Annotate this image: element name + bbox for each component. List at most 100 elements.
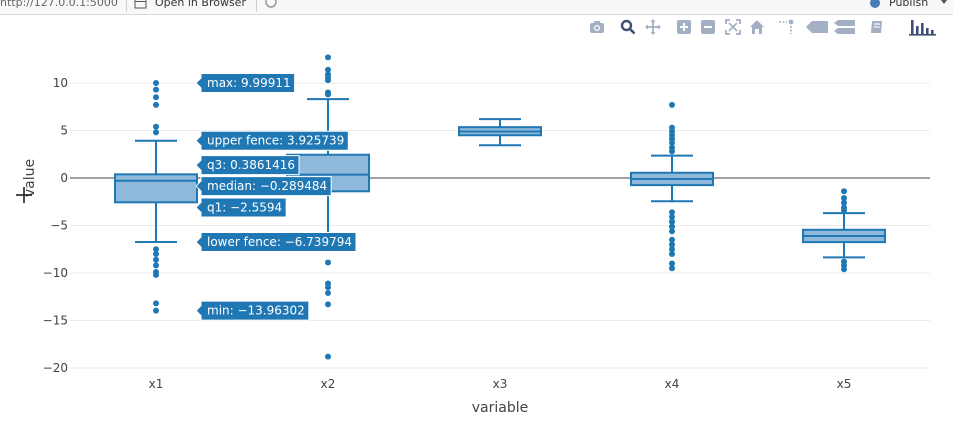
hover-label-text: lower fence: −6.739794	[207, 235, 352, 249]
outlier-point	[325, 91, 331, 98]
autoscale-icon[interactable]	[724, 17, 742, 37]
hover-label-text: q1: −2.5594	[207, 200, 282, 214]
browser-icon	[134, 0, 148, 13]
outlier-point	[325, 284, 331, 291]
box-x5[interactable]	[802, 188, 886, 273]
outlier-point	[669, 213, 675, 220]
outlier-point	[153, 101, 159, 108]
outlier-point	[841, 188, 847, 195]
url-field[interactable]: http://127.0.0.1:5000	[0, 0, 118, 9]
outlier-point	[669, 251, 675, 257]
hover-label-text: min: −13.96302	[207, 304, 305, 318]
hover-label: lower fence: −6.739794	[195, 232, 357, 253]
outlier-point	[325, 77, 331, 84]
x-tick-label: x4	[665, 377, 680, 391]
outlier-point	[841, 266, 847, 273]
x-axis-ticks: x1 x2 x3 x4 x5	[149, 377, 852, 391]
outlier-point	[153, 307, 159, 314]
hover-compare-icon[interactable]	[834, 17, 856, 37]
outlier-point	[325, 289, 331, 296]
y-axis-title: value	[22, 159, 38, 197]
outlier-point	[669, 246, 675, 253]
outlier-point	[153, 262, 159, 269]
hover-labels: max: 9.99911 upper fence: 3.925739 q3: 0.3…	[195, 73, 357, 321]
outlier-point	[669, 139, 675, 146]
x-tick-label: x1	[149, 377, 164, 391]
reset-axes-icon[interactable]	[748, 17, 766, 37]
outlier-point	[841, 194, 847, 201]
edit-chart-icon[interactable]	[868, 17, 886, 37]
plotly-logo-icon[interactable]	[908, 17, 938, 37]
box-x4[interactable]	[630, 101, 714, 272]
hover-label-text: q3: 0.3861416	[207, 158, 295, 172]
zoom-icon[interactable]	[619, 17, 637, 37]
hover-label-box	[195, 130, 349, 151]
crosshair-cursor-icon	[16, 187, 32, 203]
camera-icon[interactable]	[588, 17, 606, 37]
viewer-toolbar: http://127.0.0.1:5000 Open in Browser Pu…	[0, 0, 953, 15]
hover-label-box	[195, 176, 332, 197]
hover-label-text: upper fence: 3.925739	[207, 134, 344, 148]
outlier-point	[669, 218, 675, 225]
hover-label-text: max: 9.99911	[207, 76, 291, 90]
hover-label: max: 9.99911	[195, 73, 296, 94]
hover-label-box	[195, 73, 296, 94]
outlier-point	[669, 260, 675, 267]
outlier-point	[325, 301, 331, 308]
outlier-point	[669, 101, 675, 108]
outlier-point	[153, 80, 159, 87]
box-iqr	[114, 173, 198, 204]
x-tick-label: x3	[493, 377, 508, 391]
outlier-point	[153, 300, 159, 307]
outlier-point	[153, 86, 159, 93]
outlier-point	[325, 259, 331, 266]
outlier-point	[325, 54, 331, 61]
outlier-point	[153, 94, 159, 101]
y-tick-label: 10	[53, 76, 68, 90]
spike-lines-icon[interactable]	[777, 17, 795, 37]
hover-label-box	[195, 232, 357, 253]
publish-icon	[868, 0, 882, 12]
hover-label-box	[195, 155, 300, 176]
outlier-point	[153, 251, 159, 257]
refresh-icon[interactable]	[264, 0, 278, 12]
publish-button[interactable]: Publish	[889, 0, 929, 9]
y-tick-label: −10	[43, 266, 68, 280]
x-tick-label: x2	[321, 377, 336, 391]
hover-label: upper fence: 3.925739	[195, 130, 349, 151]
y-tick-label: 5	[60, 124, 68, 138]
hover-label: q1: −2.5594	[195, 197, 287, 218]
box-x3[interactable]	[458, 118, 542, 147]
toolbar-separator	[126, 0, 127, 12]
outlier-point	[841, 199, 847, 206]
zoom-in-icon[interactable]	[675, 17, 693, 37]
hover-label: median: −0.289484	[195, 176, 332, 197]
outlier-point	[669, 241, 675, 248]
zoom-out-icon[interactable]	[699, 17, 717, 37]
y-tick-label: −20	[43, 361, 68, 375]
outlier-point	[841, 207, 847, 214]
box-x1[interactable]	[114, 80, 198, 314]
toolbar-separator	[256, 0, 257, 12]
open-in-browser-button[interactable]: Open in Browser	[155, 0, 246, 9]
outlier-point	[325, 353, 331, 360]
y-tick-label: −5	[50, 219, 68, 233]
chevron-down-icon[interactable]	[940, 0, 948, 10]
x-axis-title: variable	[472, 400, 528, 416]
x-tick-label: x5	[837, 377, 852, 391]
outlier-point	[153, 246, 159, 253]
outlier-point	[669, 228, 675, 235]
outlier-point	[669, 265, 675, 272]
hover-closest-icon[interactable]	[805, 17, 829, 37]
hover-label: min: −13.96302	[195, 300, 310, 321]
outlier-point	[153, 129, 159, 136]
y-tick-label: 0	[60, 171, 68, 185]
outlier-point	[669, 236, 675, 243]
outlier-point	[669, 209, 675, 216]
hover-label: q3: 0.3861416	[195, 155, 300, 176]
pan-icon[interactable]	[644, 17, 662, 37]
outlier-point	[669, 148, 675, 155]
y-tick-label: −15	[43, 314, 68, 328]
y-axis-ticks: −20 −15 −10 −5 0 5 10	[43, 76, 68, 375]
